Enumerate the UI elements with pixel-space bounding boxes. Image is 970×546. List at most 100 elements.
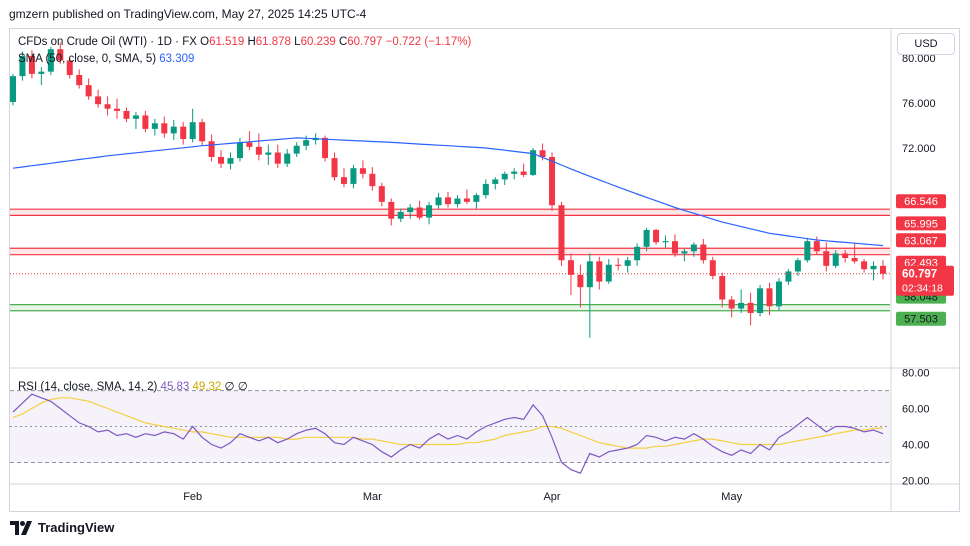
candle-body	[775, 281, 782, 307]
zone-support	[10, 304, 890, 311]
time-tick-label: Feb	[183, 491, 202, 503]
candle-body	[719, 275, 726, 300]
candle-body	[747, 302, 754, 313]
candle-body	[605, 264, 612, 282]
price-tick-label: 80.000	[902, 53, 936, 65]
candle-body	[445, 197, 451, 205]
rsi-extra-1: ∅	[224, 381, 235, 393]
rsi-tick-label: 40.00	[902, 439, 930, 451]
brand-name: TradingView	[38, 520, 115, 535]
candle-body	[520, 171, 527, 175]
candle-body	[407, 207, 414, 212]
sma-line	[12, 137, 884, 247]
change-value: −0.722 (−1.17%)	[385, 36, 472, 48]
sma-label[interactable]: SMA (50, close, 0, SMA, 5)	[18, 53, 157, 65]
candle-body	[378, 186, 385, 202]
candle-body	[624, 260, 631, 266]
candle-body	[785, 271, 792, 282]
rsi-extra-2: ∅	[237, 381, 248, 393]
sma-value: 63.309	[159, 53, 195, 65]
candle-body	[303, 140, 310, 146]
open-value: 61.519	[209, 36, 245, 48]
candle-body	[170, 126, 177, 134]
candle-body	[794, 260, 801, 272]
candle-body	[132, 115, 139, 119]
candle-body	[851, 257, 858, 262]
rsi-pane	[10, 390, 890, 474]
candle-body	[473, 195, 480, 202]
zone-label-bg	[896, 216, 946, 231]
zone-price-label: 57.503	[904, 314, 938, 326]
rsi-label[interactable]: RSI (14, close, SMA, 14, 2)	[18, 381, 158, 393]
candle-body	[114, 108, 121, 111]
candle-body	[662, 241, 669, 243]
close-value: 60.797	[347, 36, 383, 48]
candle-body	[123, 110, 130, 119]
last-price-label: 60.797	[902, 269, 937, 281]
candle-body	[161, 123, 168, 134]
candle-body	[492, 179, 499, 184]
candle-body	[350, 168, 357, 184]
candle-body	[199, 122, 206, 142]
zone-resistance	[10, 248, 890, 255]
time-tick-label: Mar	[363, 491, 382, 503]
rsi-tick-label: 60.00	[902, 404, 930, 416]
tradingview-brand[interactable]: TradingView	[10, 520, 114, 535]
candle-body	[643, 229, 650, 247]
tradingview-logo-icon	[10, 520, 32, 535]
rsi-legend: RSI (14, close, SMA, 14, 2) 45.83 49.32 …	[18, 379, 248, 393]
candle-body	[426, 205, 433, 218]
candle-body	[435, 197, 442, 206]
candle-body	[397, 211, 404, 219]
candle-body	[709, 260, 716, 276]
high-value: 61.878	[255, 36, 291, 48]
candle-body	[95, 96, 102, 105]
candle-body	[369, 173, 376, 187]
symbol-label[interactable]: CFDs on Crude Oil (WTI) · 1D · FX	[18, 36, 197, 48]
candle-body	[832, 253, 839, 266]
candle-body	[293, 145, 300, 154]
close-label: C	[338, 36, 348, 48]
candle-body	[38, 71, 45, 74]
last-price-label-bg	[896, 265, 954, 296]
rsi-tick-label: 20.00	[902, 475, 930, 487]
zone-label-bg	[896, 194, 946, 209]
zone-price-label: 66.546	[904, 196, 938, 208]
open-label: O	[200, 36, 210, 48]
high-label: H	[247, 36, 256, 48]
price-tick-label: 76.000	[902, 98, 936, 110]
candle-body	[567, 260, 574, 275]
candle-body	[227, 158, 234, 164]
candle-body	[539, 150, 546, 157]
rsi-value: 45.83	[160, 381, 190, 393]
currency-button[interactable]: USD	[897, 33, 955, 55]
rsi-line	[12, 393, 884, 474]
candle-body	[218, 156, 225, 164]
candle-body	[255, 146, 262, 155]
candle-body	[10, 76, 16, 102]
rsi-sma-value: 49.32	[192, 381, 222, 393]
zone-label-bg	[896, 233, 946, 248]
candle-body	[19, 55, 26, 77]
candle-body	[842, 253, 849, 258]
candle-body	[586, 261, 593, 288]
candle-body	[880, 265, 886, 274]
zone-price-label: 63.067	[904, 235, 938, 247]
candle-body	[180, 126, 187, 140]
candle-body	[236, 142, 243, 159]
candle-body	[596, 261, 603, 282]
low-label: L	[294, 36, 301, 48]
candle-body	[870, 265, 877, 270]
time-tick-label: May	[721, 491, 742, 503]
bar-countdown: 02:34:18	[902, 283, 943, 295]
candle-body	[208, 141, 215, 157]
candle-body	[416, 207, 423, 218]
price-tick-label: 72.000	[902, 143, 936, 155]
candle-body	[463, 198, 470, 202]
price-legend: CFDs on Crude Oil (WTI) · 1D · FX O61.51…	[18, 36, 471, 48]
candle-body	[530, 150, 537, 175]
zone-label-bg	[896, 311, 946, 326]
candle-body	[861, 261, 868, 270]
rsi-sma-line	[12, 397, 883, 449]
